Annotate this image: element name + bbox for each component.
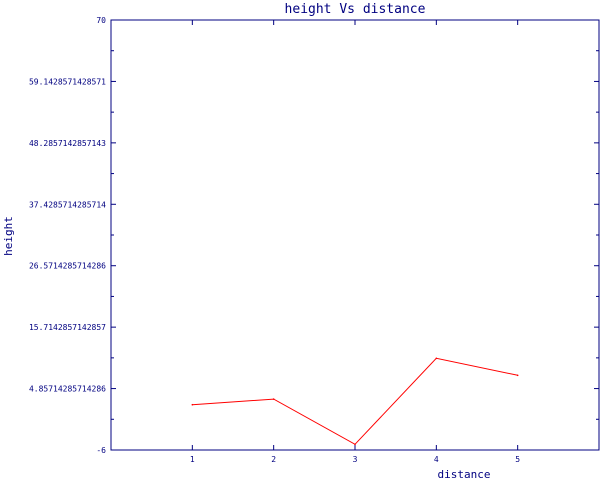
chart-title: height Vs distance [285,2,426,17]
x-axis-ticks: 1 2 3 4 5 [190,20,520,464]
x-axis-label: distance [438,468,491,480]
data-point [516,374,519,377]
x-tick-label: 5 [515,455,520,464]
y-axis-ticks: -6 4.85714285714286 15.7142857142857 26.571… [29,16,599,455]
series-line-0 [192,357,518,445]
y-tick-label: 37.4285714285714 [29,200,106,209]
x-tick-label: 4 [434,455,439,464]
y-tick-label: 70 [96,16,106,25]
y-tick-label: 15.7142857142857 [29,323,106,332]
x-tick-label: 2 [271,455,276,464]
y-tick-label: 59.1428571428571 [29,77,106,86]
y-tick-label: 48.2857142857143 [29,139,106,148]
x-tick-label: 1 [190,455,195,464]
data-point [435,357,438,360]
plot-frame [110,19,600,451]
data-point [272,398,275,400]
y-tick-label: 26.5714285714286 [29,262,106,271]
y-tick-label: -6 [96,446,106,455]
y-tick-label: 4.85714285714286 [29,385,106,394]
data-point [191,403,194,406]
x-tick-label: 3 [353,455,358,464]
series-group [191,357,519,446]
y-axis-label: height [2,216,15,256]
data-point [354,443,356,446]
